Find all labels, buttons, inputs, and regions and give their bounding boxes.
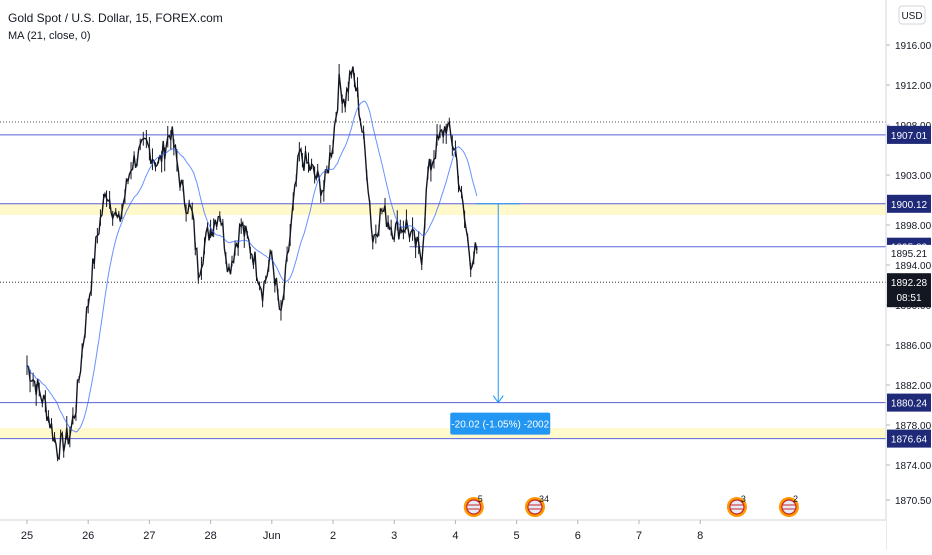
price-level-label-text: 1907.01 <box>891 131 928 142</box>
current-price-bg <box>887 273 931 308</box>
price-level-label-bg <box>887 429 931 448</box>
x-tick-label: 27 <box>143 530 155 542</box>
price-level-label[interactable]: 1900.12 <box>887 194 931 213</box>
measure-label: -20.02 (-1.05%) -2002 <box>451 420 549 431</box>
us-flag-icon <box>527 499 543 515</box>
event-count: 34 <box>539 494 549 504</box>
x-tick-label: Jun <box>263 530 281 542</box>
event-count: 3 <box>741 494 746 504</box>
time-axis-bg <box>0 520 886 550</box>
y-tick-label: 1874.00 <box>895 461 932 472</box>
event-count: 5 <box>478 494 483 504</box>
x-tick-label: 28 <box>204 530 216 542</box>
price-level-label-text: 1876.64 <box>891 435 928 446</box>
y-tick-label: 1903.00 <box>895 171 932 182</box>
currency-label: USD <box>901 11 922 22</box>
us-flag-icon <box>781 499 797 515</box>
y-tick-label: 1878.00 <box>895 421 932 432</box>
symbol-title[interactable]: Gold Spot / U.S. Dollar, 15, FOREX.com <box>8 11 223 25</box>
x-tick-label: 6 <box>575 530 581 542</box>
x-tick-label: 4 <box>452 530 458 542</box>
price-level-label[interactable]: 1876.64 <box>887 429 931 448</box>
measure-label-box[interactable] <box>450 412 551 435</box>
x-tick-label: 7 <box>636 530 642 542</box>
price-level-label[interactable]: 1880.24 <box>887 393 931 412</box>
countdown-text: 08:51 <box>896 293 921 304</box>
price-level-label-text: 1900.12 <box>891 200 928 211</box>
y-tick-label: 1882.00 <box>895 381 932 392</box>
highlight-zone <box>0 428 886 439</box>
economic-event-icon[interactable]: 34 <box>524 494 549 517</box>
ma-line <box>26 100 478 433</box>
x-tick-label: 8 <box>697 530 703 542</box>
last-value-label: 1895.21 <box>891 249 928 260</box>
y-tick-label: 1886.00 <box>895 341 932 352</box>
price-level-label-bg <box>887 125 931 144</box>
economic-event-icon[interactable]: 2 <box>778 494 799 517</box>
us-flag-icon <box>466 499 482 515</box>
currency-button[interactable]: USD <box>898 5 926 25</box>
price-level-label[interactable]: 1907.01 <box>887 125 931 144</box>
price-level-label-bg <box>887 194 931 213</box>
y-tick-label: 1870.50 <box>895 496 932 507</box>
x-tick-label: 2 <box>330 530 336 542</box>
economic-event-icon[interactable]: 5 <box>463 494 484 517</box>
price-level-label-bg <box>887 393 931 412</box>
economic-event-icon[interactable]: 3 <box>726 494 747 517</box>
last-value-bg <box>887 244 931 261</box>
us-flag-icon <box>729 499 745 515</box>
x-tick-label: 26 <box>82 530 94 542</box>
y-tick-label: 1912.00 <box>895 81 932 92</box>
y-tick-label: 1898.00 <box>895 221 932 232</box>
measure-arrowhead <box>492 395 504 404</box>
y-tick-label: 1894.00 <box>895 261 932 272</box>
current-price-text: 1892.28 <box>891 278 928 289</box>
x-tick-label: 5 <box>514 530 520 542</box>
highlight-zone <box>0 203 886 215</box>
indicator-legend[interactable]: MA (21, close, 0) <box>8 30 91 42</box>
price-series <box>26 66 478 461</box>
x-tick-label: 3 <box>391 530 397 542</box>
current-price-label[interactable]: 1892.28 08:51 <box>887 273 931 308</box>
price-level-label-text: 1880.24 <box>891 399 928 410</box>
event-count: 2 <box>793 494 798 504</box>
x-tick-label: 25 <box>21 530 33 542</box>
y-tick-label: 1916.00 <box>895 41 932 52</box>
